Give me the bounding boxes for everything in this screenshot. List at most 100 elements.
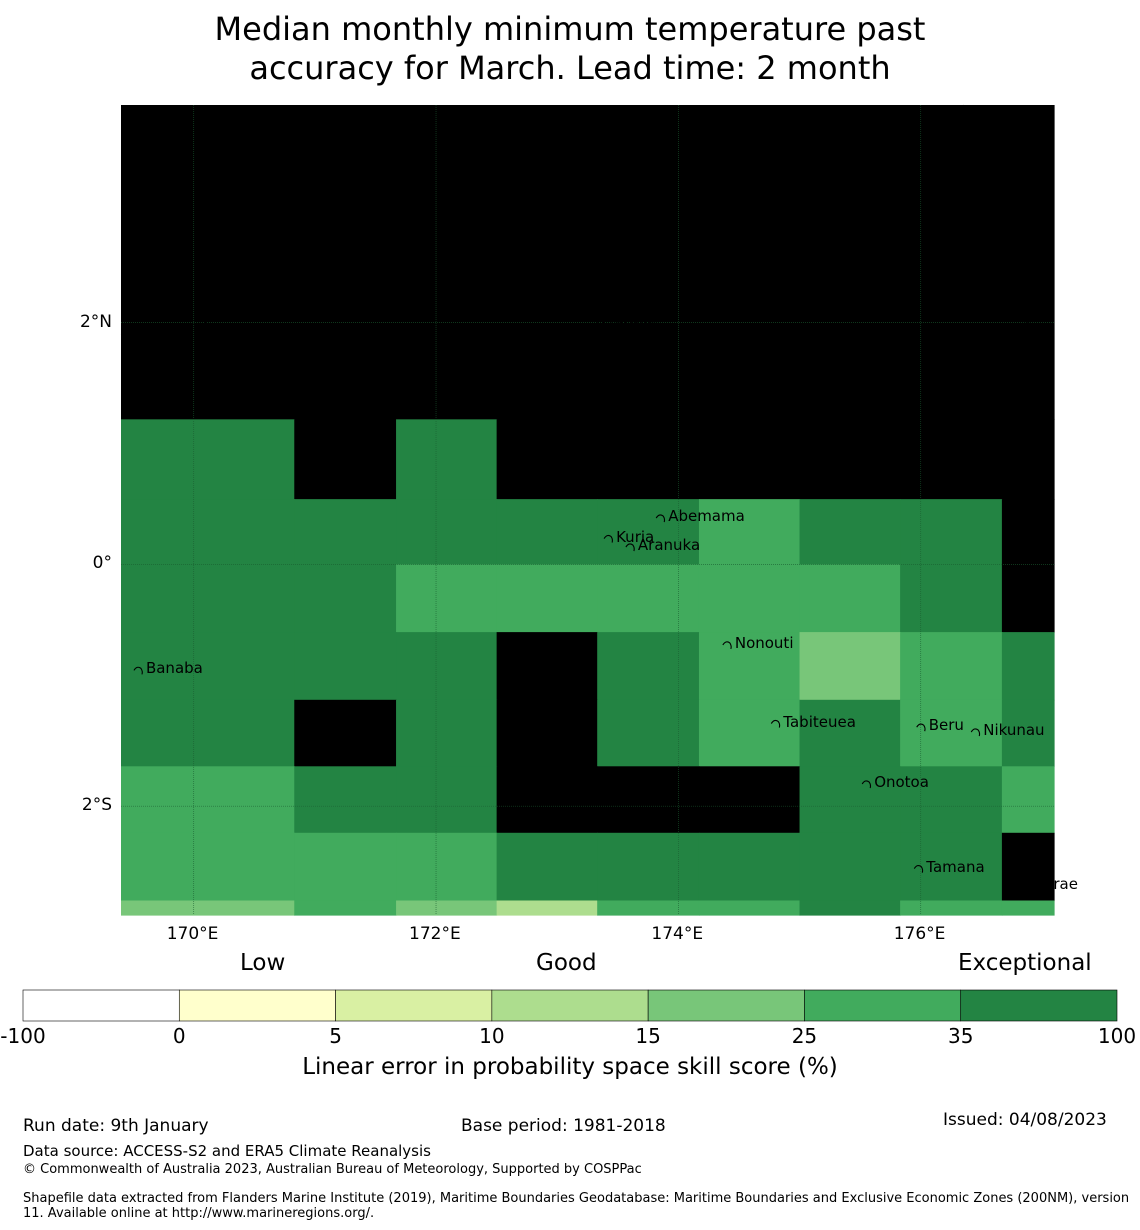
skill-cell [597, 564, 700, 633]
island-outline [133, 666, 143, 675]
skill-cell [1001, 105, 1055, 420]
skill-cell [121, 766, 295, 834]
base-period: Base period: 1981-2018 [461, 1116, 666, 1136]
skill-cell [294, 499, 397, 566]
skill-cell [396, 832, 498, 902]
island-label: Tabiteuea [783, 712, 856, 731]
island-label: Aranuka [637, 536, 701, 555]
colorbar [22, 989, 1118, 1022]
colorbar-swatch [804, 989, 962, 1022]
skill-cell [121, 632, 295, 701]
island-outline [528, 196, 538, 205]
title-line-2: accuracy for March. Lead time: 2 month [249, 49, 891, 87]
skill-cell [799, 699, 901, 767]
eez-boundaries [120, 104, 1055, 336]
data-source: Data source: ACCESS-S2 and ERA5 Climate … [23, 1142, 431, 1160]
island-outline [534, 339, 544, 347]
skill-cell [900, 499, 1003, 566]
colorbar-tick-label: 25 [791, 1024, 818, 1048]
graticule [121, 105, 1054, 915]
skill-cell [698, 900, 801, 916]
skill-cell [597, 832, 700, 902]
island-outline [916, 723, 926, 732]
colorbar-swatch [335, 989, 493, 1022]
skill-cell [121, 419, 295, 500]
skill-cell [294, 564, 397, 633]
skill-cell [799, 419, 901, 500]
eez-boundary-east [962, 104, 1055, 327]
colorbar-tick-label: 0 [172, 1024, 186, 1048]
island-label: Arorae [1028, 874, 1078, 893]
island-label: Onotoa [874, 773, 929, 791]
colorbar-label: Linear error in probability space skill … [302, 1054, 838, 1080]
skill-cell [396, 419, 498, 500]
category-low: Low [240, 950, 286, 976]
skill-cell [900, 832, 1003, 902]
island-markers [133, 156, 1025, 890]
skill-cell [1001, 419, 1055, 500]
colorbar-tick-label: 15 [635, 1024, 661, 1048]
skill-cell [900, 699, 1003, 767]
island-outline [770, 719, 781, 728]
skill-cell [121, 564, 295, 633]
island-outline [861, 780, 872, 789]
skill-cell [294, 832, 397, 902]
skill-cell [294, 419, 397, 500]
skill-cell [294, 105, 397, 420]
skill-cell [799, 832, 901, 902]
island-label: Kuria [616, 527, 655, 546]
skill-cell [698, 832, 801, 902]
skill-cell [294, 900, 397, 916]
skill-cell [698, 419, 801, 500]
island-outline [558, 387, 569, 396]
island-outline [970, 728, 981, 737]
skill-cell [396, 766, 498, 834]
skill-cell [698, 564, 801, 633]
skill-cell [121, 105, 295, 420]
skill-cell [597, 499, 700, 566]
skill-cell [1001, 766, 1055, 834]
skill-cell [496, 499, 598, 566]
skill-cell [396, 499, 498, 566]
colorbar-tick-label: 100 [1097, 1024, 1137, 1048]
skill-cell [396, 699, 498, 767]
issued-date: Issued: 04/08/2023 [943, 1110, 1107, 1130]
skill-cell [597, 900, 700, 916]
skill-cell [1001, 699, 1055, 767]
skill-cell [698, 499, 801, 566]
colorbar-swatch [647, 989, 805, 1022]
island-outline [552, 156, 563, 165]
skill-cell [1001, 632, 1055, 701]
colorbar-swatch [960, 989, 1118, 1022]
skill-cell [900, 419, 1003, 500]
skill-cell [396, 632, 498, 701]
island-outline [722, 641, 732, 650]
skill-cell [294, 632, 397, 701]
skill-cell [1001, 499, 1055, 566]
eez-boundary-west [120, 104, 272, 336]
skill-cell [799, 499, 901, 566]
skill-cell [396, 900, 498, 916]
skill-cell [900, 766, 1003, 834]
x-tick-label: 170°E [166, 924, 219, 944]
skill-cell [597, 419, 700, 500]
skill-cell [698, 699, 801, 767]
skill-cell [1001, 832, 1055, 902]
skill-cell [698, 105, 801, 420]
skill-cell [597, 105, 700, 420]
colorbar-swatch [22, 989, 180, 1022]
skill-cell [496, 632, 598, 701]
skill-cell [496, 419, 598, 500]
skill-cell [121, 499, 295, 566]
colorbar-tick-label: 5 [329, 1024, 342, 1048]
island-outline [1015, 881, 1025, 890]
skill-cell [900, 632, 1003, 701]
island-outline [589, 317, 599, 326]
category-exceptional: Exceptional [958, 950, 1092, 976]
skill-cell [294, 699, 397, 767]
island-outline [913, 864, 924, 873]
island-label: Tamana [926, 857, 985, 876]
skill-cell [294, 766, 397, 834]
colorbar-swatch [178, 989, 336, 1022]
